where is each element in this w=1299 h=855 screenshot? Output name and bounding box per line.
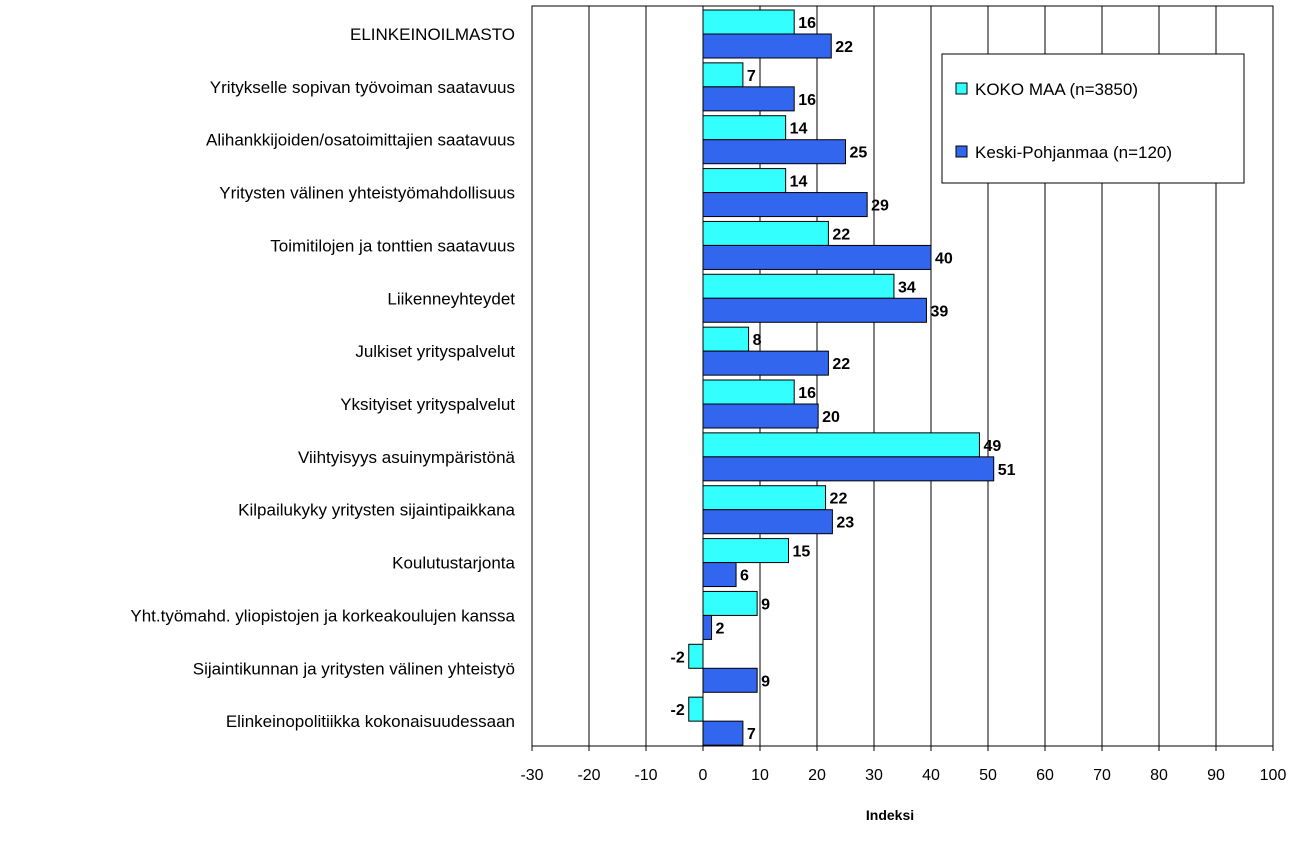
category-label: Yritysten välinen yhteistyömahdollisuus [219, 184, 515, 203]
category-label: Yritykselle sopivan työvoiman saatavuus [210, 78, 515, 97]
bar-keski-pohjanmaa [702, 403, 819, 429]
bar-keski-pohjanmaa [702, 667, 758, 693]
bar-koko-maa [702, 9, 795, 35]
bar-koko-maa [702, 485, 827, 511]
data-label: 16 [798, 385, 816, 402]
x-tick-label: 80 [1150, 767, 1168, 784]
data-label: 22 [832, 356, 850, 373]
bar-koko-maa [702, 590, 758, 616]
data-label: -2 [671, 649, 685, 666]
legend-box [941, 53, 1245, 184]
bar-koko-maa [688, 696, 704, 722]
data-label: 23 [836, 515, 854, 532]
bar-keski-pohjanmaa [702, 297, 927, 323]
data-label: 22 [835, 39, 853, 56]
data-label: 6 [740, 568, 749, 585]
x-tick-label: 50 [979, 767, 997, 784]
data-label: 22 [832, 226, 850, 243]
data-label: 2 [716, 620, 725, 637]
category-label: ELINKEINOILMASTO [350, 25, 515, 44]
data-label: 16 [798, 15, 816, 32]
x-tick-label: -10 [634, 767, 657, 784]
x-tick-label: 100 [1260, 767, 1287, 784]
x-tick-label: 30 [865, 767, 883, 784]
bars-group [688, 9, 995, 746]
bar-keski-pohjanmaa [702, 192, 868, 218]
category-label: Yksityiset yrityspalvelut [340, 395, 515, 414]
plot-frame-group [531, 5, 1274, 747]
x-axis-title: Indeksi [866, 807, 914, 823]
data-label: 25 [850, 145, 868, 162]
data-label: -2 [671, 702, 685, 719]
bar-keski-pohjanmaa [702, 509, 833, 535]
bar-keski-pohjanmaa [702, 614, 713, 640]
bar-koko-maa [688, 643, 704, 669]
bar-koko-maa [702, 115, 787, 141]
category-label: Yht.työmahd. yliopistojen ja korkeakoulu… [130, 606, 515, 625]
bar-keski-pohjanmaa [702, 562, 737, 588]
legend-swatch-koko-maa [955, 82, 968, 95]
bar-koko-maa [702, 220, 829, 246]
data-label: 49 [983, 438, 1001, 455]
data-label: 16 [798, 92, 816, 109]
bar-keski-pohjanmaa [702, 86, 795, 112]
data-label: 15 [793, 544, 811, 561]
bar-keski-pohjanmaa [702, 244, 932, 270]
category-label: Sijaintikunnan ja yritysten välinen yhte… [193, 659, 515, 678]
data-label: 8 [753, 332, 762, 349]
category-label: Kilpailukyky yritysten sijaintipaikkana [238, 501, 515, 520]
data-label: 9 [761, 596, 770, 613]
data-label: 7 [747, 68, 756, 85]
bar-koko-maa [702, 326, 750, 352]
x-tick-label: -30 [520, 767, 543, 784]
data-label: 14 [790, 174, 808, 191]
data-label: 14 [790, 121, 808, 138]
category-label: Koulutustarjonta [392, 554, 515, 573]
data-label: 29 [871, 198, 889, 215]
data-label: 39 [930, 303, 948, 320]
data-label: 20 [822, 409, 840, 426]
bar-keski-pohjanmaa [702, 139, 846, 165]
bar-keski-pohjanmaa [702, 456, 995, 482]
legend-label-koko-maa: KOKO MAA (n=3850) [975, 80, 1138, 99]
bar-keski-pohjanmaa [702, 350, 829, 376]
data-label: 40 [935, 250, 953, 267]
x-tick-label: 20 [808, 767, 826, 784]
category-label: Liikenneyhteydet [387, 289, 515, 308]
category-label: Alihankkijoiden/osatoimittajien saatavuu… [206, 131, 515, 150]
x-tick-label: -20 [577, 767, 600, 784]
category-label: Julkiset yrityspalvelut [355, 342, 515, 361]
category-label: Elinkeinopolitiikka kokonaisuudessaan [226, 712, 515, 731]
x-tick-label: 70 [1093, 767, 1111, 784]
plot-frame [531, 5, 1274, 747]
data-label: 51 [998, 462, 1016, 479]
x-tick-label: 60 [1036, 767, 1054, 784]
category-label: Viihtyisyys asuinympäristönä [298, 448, 516, 467]
x-tick-label: 90 [1207, 767, 1225, 784]
x-tick-label: 0 [699, 767, 708, 784]
data-label: 22 [830, 491, 848, 508]
x-tick-labels-group: -30 -20 -10 0 10 20 30 40 50 60 70 80 90 100 [520, 746, 1286, 784]
bar-koko-maa [702, 432, 980, 458]
bar-koko-maa [702, 168, 787, 194]
bar-koko-maa [702, 538, 789, 564]
data-labels-group: 1622716142514292240343982216204951222315… [671, 15, 1016, 743]
legend: KOKO MAA (n=3850) Keski-Pohjanmaa (n=120… [941, 53, 1245, 184]
bar-koko-maa [702, 62, 744, 88]
data-label: 9 [761, 673, 770, 690]
legend-swatch-keski-pohjanmaa [955, 145, 968, 158]
data-label: 34 [898, 279, 916, 296]
data-label: 7 [747, 726, 756, 743]
bar-keski-pohjanmaa [702, 33, 832, 59]
x-tick-label: 40 [922, 767, 940, 784]
legend-label-keski-pohjanmaa: Keski-Pohjanmaa (n=120) [975, 143, 1172, 162]
bar-koko-maa [702, 273, 895, 299]
bar-keski-pohjanmaa [702, 720, 744, 746]
category-labels-group: ELINKEINOILMASTO Yritykselle sopivan työv… [130, 25, 515, 731]
category-label: Toimitilojen ja tonttien saatavuus [270, 236, 515, 255]
x-tick-label: 10 [751, 767, 769, 784]
bar-koko-maa [702, 379, 795, 405]
